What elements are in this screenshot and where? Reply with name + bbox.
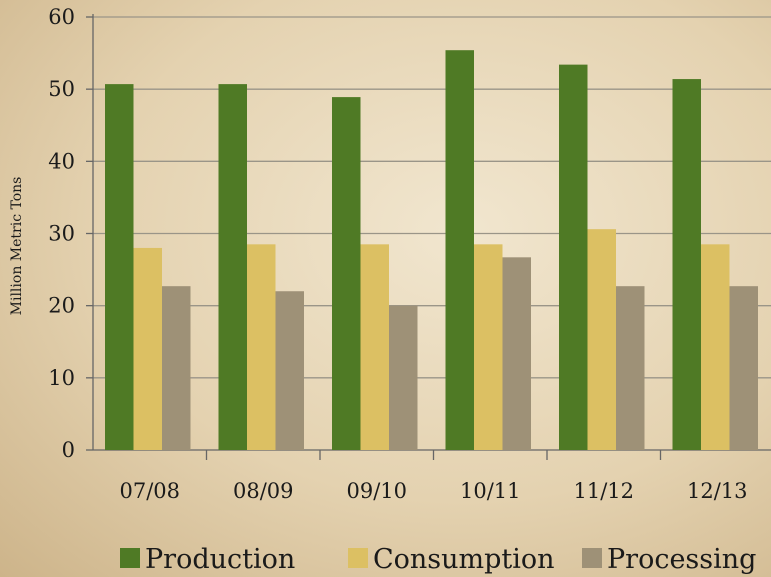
legend-swatch-production (120, 548, 140, 568)
y-tick-label: 0 (62, 438, 75, 462)
bar-processing-11-12 (616, 286, 645, 450)
bar-consumption-09-10 (360, 244, 389, 450)
bar-consumption-08-09 (247, 244, 276, 450)
bar-production-12-13 (672, 79, 701, 451)
y-tick-label: 30 (48, 222, 75, 246)
legend-label-processing: Processing (607, 544, 756, 575)
x-tick-label: 07/08 (119, 479, 180, 503)
x-tick-label: 09/10 (346, 479, 407, 503)
y-tick-label: 50 (48, 77, 75, 101)
bar-production-11-12 (559, 64, 588, 450)
x-tick-label: 11/12 (573, 479, 634, 503)
legend-label-production: Production (145, 544, 295, 575)
bars (105, 50, 758, 451)
legend-label-consumption: Consumption (373, 544, 555, 575)
bar-processing-10-11 (502, 257, 531, 450)
y-tick-labels: 0 10 20 30 40 50 60 (48, 5, 75, 462)
x-tick-label: 10/11 (460, 479, 521, 503)
axes (86, 14, 771, 460)
x-tick-labels: 07/08 08/09 09/10 10/11 11/12 12/13 (119, 479, 747, 503)
y-tick-label: 40 (48, 149, 75, 173)
y-tick-label: 60 (48, 5, 75, 29)
y-tick-label: 20 (48, 294, 75, 318)
x-tick-label: 08/09 (233, 479, 294, 503)
legend-swatch-consumption (348, 548, 368, 568)
bar-production-10-11 (445, 50, 474, 451)
bar-processing-08-09 (275, 291, 304, 450)
bar-processing-07-08 (162, 286, 191, 450)
bar-production-07-08 (105, 84, 134, 451)
x-tick-label: 12/13 (687, 479, 748, 503)
bar-consumption-12-13 (701, 244, 730, 450)
legend: Production Consumption Processing (120, 544, 756, 575)
bar-processing-12-13 (729, 286, 758, 450)
bar-consumption-07-08 (133, 247, 162, 450)
bar-production-09-10 (332, 97, 361, 450)
grid-lines (93, 16, 771, 379)
legend-swatch-processing (582, 548, 602, 568)
bar-consumption-11-12 (587, 229, 616, 450)
bar-production-08-09 (218, 84, 247, 451)
y-axis-label: Million Metric Tons (9, 177, 25, 316)
bar-processing-09-10 (389, 305, 418, 450)
bar-consumption-10-11 (474, 244, 503, 450)
y-tick-label: 10 (48, 366, 75, 390)
